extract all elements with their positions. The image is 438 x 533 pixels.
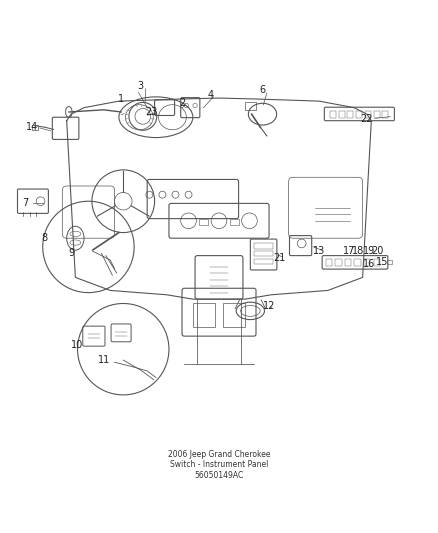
Text: 2: 2 — [179, 98, 185, 108]
Bar — [325, 259, 332, 266]
Bar — [365, 111, 371, 118]
Text: 1: 1 — [118, 94, 124, 104]
Bar — [387, 261, 392, 264]
Bar — [382, 111, 389, 118]
Bar — [345, 259, 351, 266]
Bar — [356, 111, 362, 118]
Bar — [245, 102, 256, 110]
Text: 21: 21 — [274, 253, 286, 263]
Text: 22: 22 — [361, 114, 373, 124]
Text: 13: 13 — [313, 246, 325, 256]
Text: 14: 14 — [26, 122, 38, 132]
Bar — [223, 303, 245, 327]
Bar — [374, 259, 380, 266]
Text: 3: 3 — [138, 81, 144, 91]
Text: 11: 11 — [98, 355, 110, 365]
Text: 20: 20 — [372, 246, 384, 256]
Bar — [193, 303, 215, 327]
Bar — [254, 259, 273, 264]
Bar — [32, 125, 39, 130]
Text: 6: 6 — [259, 85, 265, 95]
Bar — [199, 219, 208, 225]
Text: 16: 16 — [363, 260, 375, 269]
Bar — [354, 259, 361, 266]
Bar — [330, 111, 336, 118]
Text: 19: 19 — [363, 246, 375, 256]
Text: 8: 8 — [42, 233, 48, 243]
Text: 18: 18 — [352, 246, 364, 256]
Text: 9: 9 — [68, 248, 74, 259]
Bar — [364, 259, 371, 266]
Bar — [347, 111, 353, 118]
Text: 17: 17 — [343, 246, 356, 256]
Text: 23: 23 — [145, 107, 158, 117]
Bar — [254, 243, 273, 249]
Text: 15: 15 — [376, 257, 389, 267]
Text: 4: 4 — [207, 90, 213, 100]
Bar — [230, 219, 239, 225]
Bar — [339, 111, 345, 118]
Text: 12: 12 — [263, 301, 275, 311]
Text: 7: 7 — [22, 198, 28, 208]
Text: 10: 10 — [71, 340, 84, 350]
Bar — [374, 111, 380, 118]
Bar — [254, 251, 273, 256]
Bar — [335, 259, 342, 266]
Text: 2006 Jeep Grand Cherokee
Switch - Instrument Panel
56050149AC: 2006 Jeep Grand Cherokee Switch - Instru… — [168, 450, 270, 480]
